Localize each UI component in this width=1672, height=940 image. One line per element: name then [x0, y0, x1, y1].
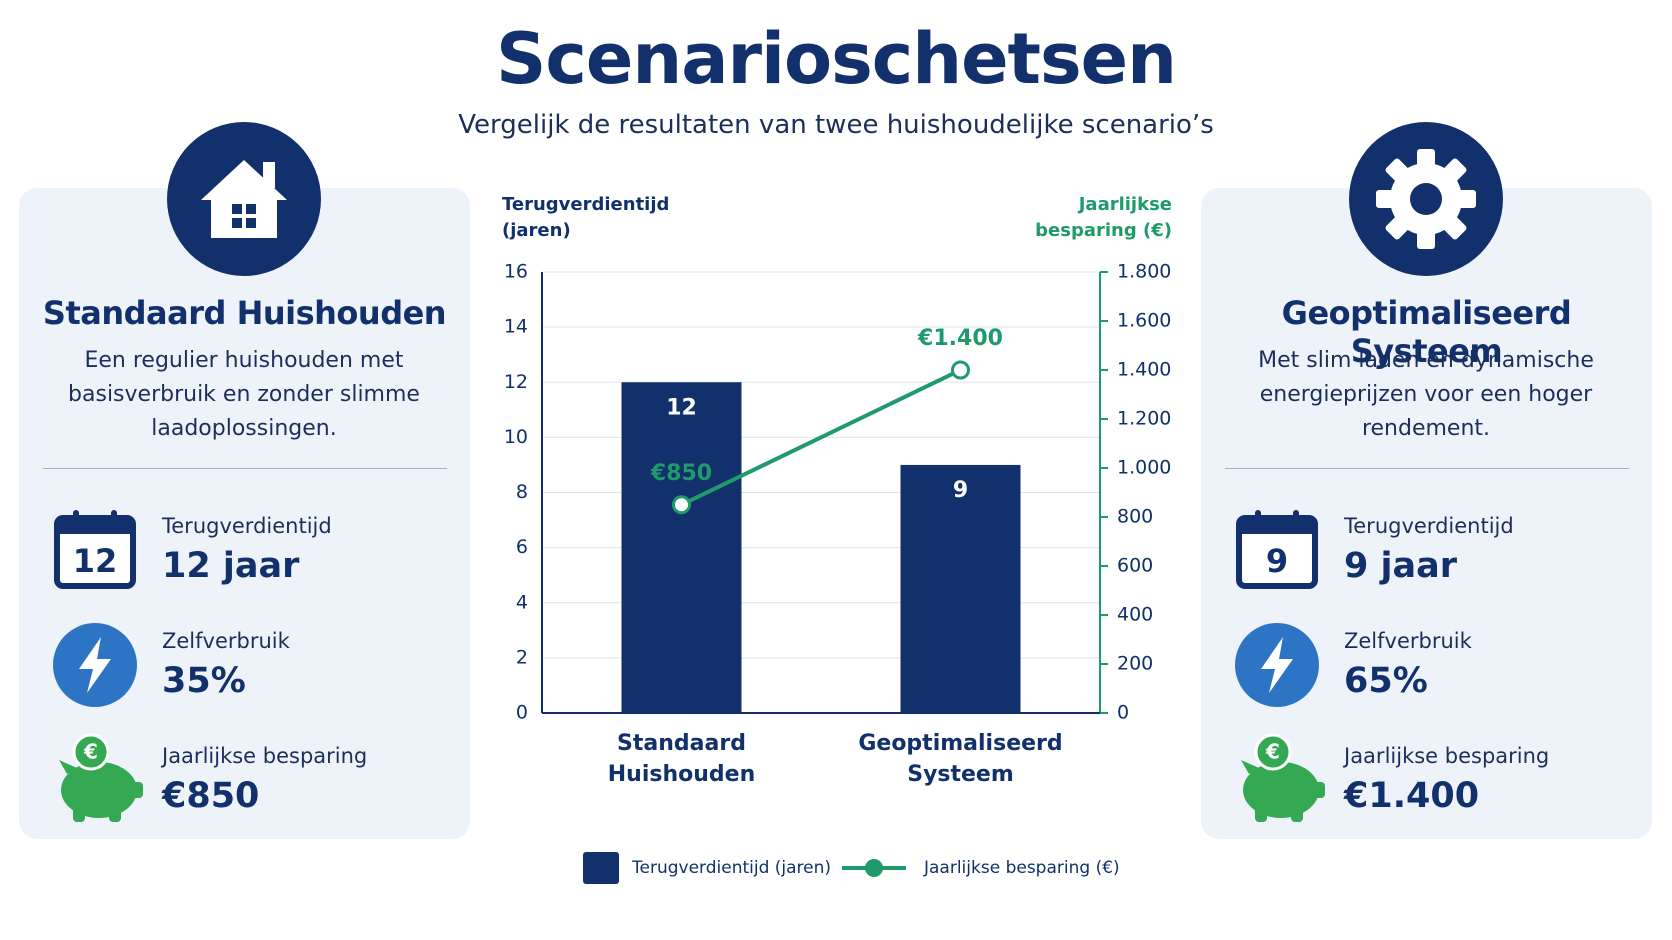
bar [900, 464, 1021, 713]
metric-label: Terugverdientijd [1344, 514, 1514, 538]
svg-text:€: € [83, 740, 98, 764]
y-axis-title: Terugverdientijd (jaren) [502, 194, 670, 241]
metric-label: Terugverdientijd [162, 514, 332, 538]
y2-tick-label: 1.200 [1117, 408, 1171, 430]
divider [1225, 468, 1629, 469]
metric-label: Jaarlijkse besparing [1344, 744, 1550, 768]
line-label: €1.400 [917, 326, 1003, 351]
y2-axis-title: Jaarlijkse besparing (€) [1035, 194, 1172, 241]
metric-value: €850 [162, 776, 260, 816]
bar [621, 382, 742, 713]
line-point [951, 360, 970, 380]
y2-tick-label: 400 [1117, 604, 1153, 626]
legend-label: Jaarlijkse besparing (€) [923, 858, 1120, 878]
y-tick-label: 14 [504, 316, 528, 338]
metric-value: 35% [162, 661, 246, 701]
piggy-bank-icon: € [59, 733, 143, 822]
scenario-name: Standaard Huishouden [42, 294, 447, 332]
y-tick-label: 10 [504, 426, 528, 448]
y-tick-label: 4 [516, 591, 528, 613]
y2-tick-label: 600 [1117, 555, 1153, 577]
line-point [672, 495, 691, 515]
energy-icon [53, 623, 137, 707]
svg-text:€: € [1265, 740, 1280, 764]
y2-tick-label: 0 [1117, 702, 1129, 724]
energy-icon [1235, 623, 1319, 707]
y-tick-label: 16 [504, 261, 528, 283]
piggy-bank-icon: € [1241, 733, 1325, 822]
y-tick-label: 12 [504, 371, 528, 393]
calendar-number: 12 [73, 542, 118, 580]
y-tick-label: 2 [516, 646, 528, 668]
x-tick-label: Standaard Huishouden [607, 731, 756, 787]
metric-value: 12 jaar [162, 546, 300, 586]
metric-label: Zelfverbruik [162, 629, 290, 653]
scenario-card: Geoptimaliseerd Systeem Met slim laden en… [1201, 188, 1652, 839]
y2-tick-label: 1.800 [1117, 261, 1171, 283]
line [680, 368, 962, 507]
calendar-icon: 9 [1236, 510, 1318, 589]
legend-swatch [583, 852, 619, 884]
scenario-icon [1349, 122, 1503, 276]
y-tick-label: 0 [516, 702, 528, 724]
metric-value: 9 jaar [1344, 546, 1458, 586]
y2-tick-label: 1.000 [1117, 457, 1171, 479]
y-tick-label: 6 [516, 536, 528, 558]
line-label: €850 [650, 461, 712, 486]
scenario-card: Standaard Huishouden Een regulier huishou… [19, 188, 470, 839]
scenario-icon [167, 122, 321, 276]
bar-label: 9 [953, 478, 968, 503]
y2-tick-label: 1.400 [1117, 359, 1171, 381]
scenario-icon-glyph [1376, 149, 1476, 249]
y2-tick-label: 200 [1117, 653, 1153, 675]
metric-label: Jaarlijkse besparing [162, 744, 368, 768]
bar-label: 12 [666, 395, 697, 420]
metric-value: 65% [1344, 661, 1428, 701]
scenario-icon-glyph [201, 160, 287, 238]
y2-tick-label: 800 [1117, 506, 1153, 528]
divider [43, 468, 447, 469]
legend-label: Terugverdientijd (jaren) [631, 858, 831, 878]
title: Scenarioschetsen [496, 18, 1177, 100]
metric-value: €1.400 [1344, 776, 1480, 816]
y-tick-label: 8 [516, 481, 528, 503]
scenario-description: Een regulier huishouden met basisverbrui… [68, 348, 420, 441]
subtitle: Vergelijk de resultaten van twee huishou… [458, 110, 1214, 140]
calendar-number: 9 [1266, 542, 1288, 580]
y2-tick-label: 1.600 [1117, 310, 1171, 332]
legend-dot [865, 859, 883, 877]
metric-label: Zelfverbruik [1344, 629, 1472, 653]
scenario-description: Met slim laden en dynamische energieprij… [1258, 348, 1594, 441]
calendar-icon: 12 [54, 510, 136, 589]
x-tick-label: Geoptimaliseerd Systeem [858, 731, 1063, 787]
scenario-name: Geoptimaliseerd Systeem [1281, 294, 1572, 370]
